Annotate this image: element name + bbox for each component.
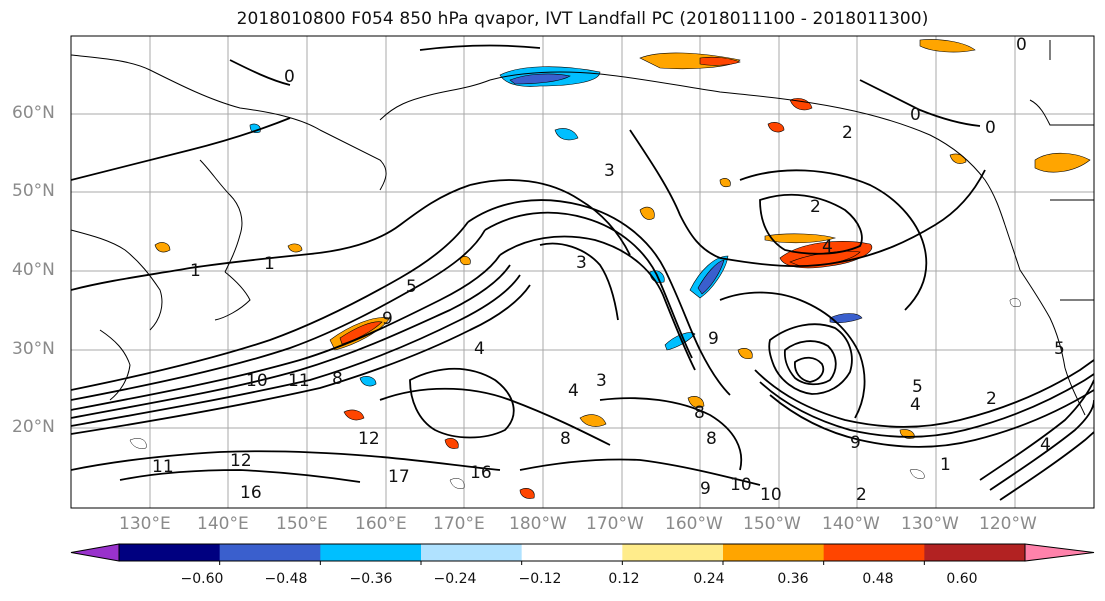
contour-label: 8 (332, 369, 343, 389)
contour-label: 8 (560, 429, 571, 449)
contour-label: 11 (288, 371, 310, 391)
lon-label-120w: 120°W (979, 514, 1037, 534)
colorbar-segment (521, 544, 623, 561)
contour-label: 0 (1016, 35, 1027, 55)
contour-label: 17 (388, 467, 410, 487)
contour-lines (71, 44, 1094, 501)
lat-label-60n: 60°N (12, 103, 55, 123)
colorbar-tick-label: 0.36 (777, 571, 809, 587)
colorbar-tick-label: −0.60 (180, 571, 224, 587)
lon-label-160e: 160°E (355, 514, 407, 534)
contour-label: 9 (382, 309, 393, 329)
lon-label-160w: 160°W (665, 514, 723, 534)
contour-label: 16 (470, 463, 492, 483)
colorbar-tick-label: 0.48 (862, 571, 894, 587)
contour-label: 11 (152, 457, 174, 477)
colorbar-segment (320, 544, 422, 561)
lat-label-40n: 40°N (12, 260, 55, 280)
colorbar-segment (219, 544, 321, 561)
contour-label: 3 (576, 253, 587, 273)
contour-label: 9 (850, 433, 861, 453)
lon-label-130e: 130°E (119, 514, 171, 534)
contour-label: 0 (284, 67, 295, 87)
gridlines (71, 36, 1094, 508)
lon-label-180w: 180°W (509, 514, 567, 534)
contour-labels: 0 0 0 0 1 1 1 2 2 2 2 3 3 3 4 4 4 4 4 5 … (152, 35, 1065, 505)
map-title: 2018010800 F054 850 hPa qvapor, IVT Land… (236, 9, 929, 29)
contour-label: 1 (264, 254, 275, 274)
colorbar-tick-label: 0.24 (693, 571, 725, 587)
contour-label: 10 (730, 475, 752, 495)
colorbar-segment (119, 544, 221, 561)
map-frame (70, 35, 1095, 509)
contour-label: 9 (708, 329, 719, 349)
colorbar-tick-label: −0.24 (433, 571, 477, 587)
colorbar-tick-label: 0.60 (946, 571, 978, 587)
colorbar-tick-label: −0.12 (518, 571, 562, 587)
lon-label-130w: 130°W (901, 514, 959, 534)
lat-label-50n: 50°N (12, 181, 55, 201)
contour-label: 10 (246, 371, 268, 391)
colorbar-tick-marks (219, 561, 925, 565)
contour-label: 2 (810, 197, 821, 217)
contour-label: 4 (568, 381, 579, 401)
contour-label: 8 (706, 429, 717, 449)
colorbar-segment (723, 544, 825, 561)
shade-outlines (129, 298, 1021, 489)
lon-label-170w: 170°W (586, 514, 644, 534)
colorbar-segments (70, 543, 1095, 562)
colorbar-segment (924, 544, 1026, 561)
lon-label-150w: 150°W (743, 514, 801, 534)
contour-label: 12 (358, 429, 380, 449)
colorbar-tick-label: 0.12 (608, 571, 640, 587)
colorbar-extend-low (70, 543, 120, 562)
contour-label: 2 (842, 123, 853, 143)
colorbar-segment (421, 544, 523, 561)
contour-label: 9 (700, 479, 711, 499)
contour-label: 12 (230, 451, 252, 471)
lat-label-20n: 20°N (12, 417, 55, 437)
contour-label: 16 (240, 483, 262, 503)
contour-label: 0 (985, 118, 996, 138)
contour-label: 4 (1040, 435, 1051, 455)
colorbar-segment (823, 544, 925, 561)
contour-label: 0 (910, 105, 921, 125)
coastlines (71, 40, 1094, 416)
colorbar-frame (118, 543, 1026, 562)
lon-label-170e: 170°E (433, 514, 485, 534)
colorbar-extend-high (1024, 543, 1095, 562)
contour-label: 4 (474, 339, 485, 359)
lon-label-150e: 150°E (276, 514, 328, 534)
lon-label-140w: 140°W (822, 514, 880, 534)
contour-label: 10 (760, 485, 782, 505)
contour-label: 5 (406, 277, 417, 297)
contour-label: 8 (694, 403, 705, 423)
colorbar-tick-label: −0.36 (349, 571, 393, 587)
contour-label: 1 (190, 261, 201, 281)
contour-label: 3 (596, 371, 607, 391)
contour-label: 4 (822, 237, 833, 257)
contour-label: 4 (910, 395, 921, 415)
contour-label: 2 (986, 389, 997, 409)
shaded-anomalies (154, 39, 1091, 499)
contour-label: 5 (912, 377, 923, 397)
contour-label: 3 (604, 161, 615, 181)
lon-label-140e: 140°E (197, 514, 249, 534)
contour-label: 2 (856, 485, 867, 505)
colorbar-segment (622, 544, 724, 561)
lat-label-30n: 30°N (12, 339, 55, 359)
contour-label: 1 (940, 455, 951, 475)
contour-label: 5 (1054, 339, 1065, 359)
colorbar-tick-label: −0.48 (264, 571, 308, 587)
